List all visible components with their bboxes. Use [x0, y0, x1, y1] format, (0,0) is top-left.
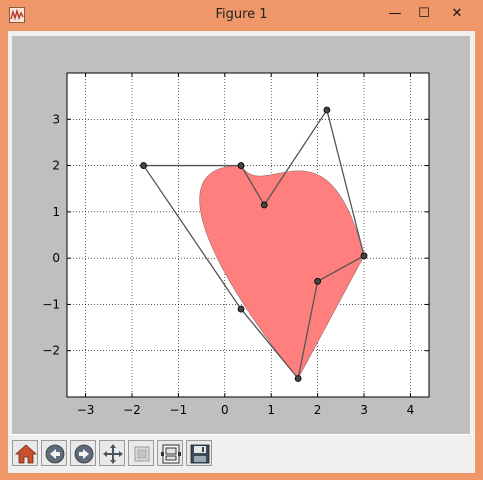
matplotlib-app-icon[interactable]	[9, 7, 25, 23]
y-tick-label: 3	[52, 112, 60, 126]
home-button[interactable]	[12, 440, 38, 466]
zoom-button[interactable]	[128, 440, 154, 466]
x-tick-label: 3	[360, 403, 368, 417]
y-tick-label: 1	[52, 205, 60, 219]
x-tick-label: 0	[221, 403, 229, 417]
window-client-area: −3 −2 −1 0 1 2 3 4 −2 −1 0 1 2 3	[8, 31, 475, 473]
control-point-marker	[314, 277, 322, 285]
back-button[interactable]	[41, 440, 67, 466]
close-button[interactable]: ✕	[451, 6, 463, 21]
zoom-rect-icon	[134, 446, 150, 462]
plot-svg[interactable]: −3 −2 −1 0 1 2 3 4 −2 −1 0 1 2 3	[12, 36, 470, 434]
navigation-toolbar	[8, 434, 475, 473]
control-point-marker	[237, 305, 245, 313]
axes-frame	[66, 72, 430, 398]
control-points	[140, 106, 368, 382]
floppy-disk-icon	[190, 444, 210, 464]
y-tick-label: −1	[42, 297, 60, 311]
minimize-button[interactable]: —	[388, 6, 402, 21]
maximize-button[interactable]: ☐	[418, 6, 430, 21]
control-point-marker	[294, 375, 302, 382]
save-button[interactable]	[186, 440, 212, 466]
title-bar[interactable]: Figure 1 — ☐ ✕	[0, 0, 483, 30]
x-tick-label: −1	[170, 403, 188, 417]
home-icon	[14, 444, 38, 464]
y-tick-label: 2	[52, 159, 60, 173]
back-arrow-icon	[45, 444, 65, 464]
subplots-icon	[161, 444, 181, 464]
control-point-marker	[360, 252, 368, 260]
control-point-marker	[237, 162, 245, 169]
x-tick-label: 4	[407, 403, 415, 417]
forward-button[interactable]	[70, 440, 96, 466]
x-tick-label: −2	[123, 403, 141, 417]
control-point-marker	[260, 201, 268, 209]
x-tick-label: 1	[267, 403, 275, 417]
y-tick-label: 0	[52, 251, 60, 265]
y-tick-label: −2	[42, 344, 60, 358]
figure-canvas[interactable]: −3 −2 −1 0 1 2 3 4 −2 −1 0 1 2 3	[12, 36, 470, 434]
subplots-button[interactable]	[157, 440, 183, 466]
window-title: Figure 1	[215, 7, 268, 22]
forward-arrow-icon	[74, 444, 94, 464]
x-tick-label: 2	[314, 403, 322, 417]
move-arrows-icon	[103, 444, 123, 464]
control-point-marker	[140, 162, 147, 169]
x-tick-label: −3	[77, 403, 95, 417]
axis-ticks: −3 −2 −1 0 1 2 3 4 −2 −1 0 1 2 3	[42, 73, 429, 417]
pan-button[interactable]	[99, 440, 125, 466]
control-point-marker	[323, 106, 331, 114]
